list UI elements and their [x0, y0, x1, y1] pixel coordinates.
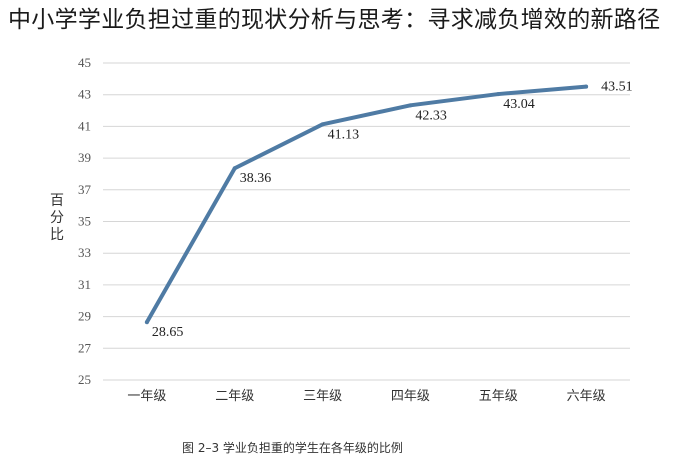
x-tick-labels: 一年级 二年级 三年级 四年级 五年级 六年级	[127, 389, 605, 404]
data-point	[232, 166, 237, 171]
y-tick-label: 41	[78, 118, 91, 133]
y-tick-label: 39	[78, 150, 91, 165]
x-tick-label: 六年级	[567, 389, 606, 404]
data-label: 28.65	[152, 325, 184, 340]
data-label: 41.13	[328, 127, 360, 142]
data-labels: 28.65 38.36 41.13 42.33 43.04 43.51	[152, 80, 633, 341]
data-point	[320, 122, 325, 127]
data-label: 38.36	[240, 171, 272, 186]
y-tick-label: 29	[78, 309, 91, 324]
y-axis-label: 百分比	[50, 193, 64, 243]
page-title: 中小学学业负担过重的现状分析与思考：寻求减负增效的新路径	[8, 7, 661, 33]
x-tick-label: 四年级	[391, 389, 430, 404]
data-label: 42.33	[415, 108, 447, 123]
data-point	[496, 92, 501, 97]
y-tick-label: 33	[78, 245, 91, 260]
data-label: 43.04	[503, 97, 535, 112]
series	[144, 84, 589, 325]
data-point	[144, 320, 149, 325]
grid-lines	[103, 62, 630, 381]
series-line	[144, 84, 589, 325]
data-label: 43.51	[601, 80, 633, 95]
y-tick-label: 35	[78, 214, 91, 229]
figure-caption: 图 2–3 学业负担重的学生在各年级的比例	[182, 440, 403, 455]
x-tick-label: 五年级	[479, 389, 518, 404]
y-tick-labels: 25 27 29 31 33 35 37 39 41 43 45	[78, 55, 92, 387]
y-tick-label: 45	[78, 55, 91, 70]
x-tick-label: 一年级	[127, 389, 166, 404]
x-tick-label: 三年级	[303, 389, 342, 404]
x-tick-label: 二年级	[215, 389, 254, 404]
y-tick-label: 25	[78, 372, 91, 387]
y-tick-label: 43	[78, 87, 91, 102]
data-point	[408, 103, 413, 108]
y-tick-label: 27	[78, 340, 92, 355]
y-tick-label: 31	[78, 277, 91, 292]
data-point	[584, 84, 589, 89]
y-tick-label: 37	[78, 182, 92, 197]
